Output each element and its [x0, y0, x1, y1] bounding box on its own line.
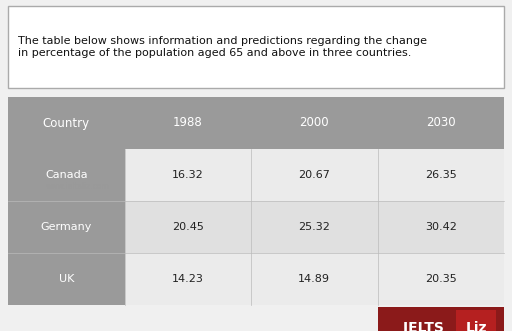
Text: www.ieltsliz.com: www.ieltsliz.com [46, 182, 110, 191]
Text: 2000: 2000 [300, 117, 329, 129]
Bar [251, 149, 377, 201]
Bar [377, 97, 504, 149]
Bar [124, 97, 251, 149]
Text: UK: UK [58, 274, 74, 284]
Bar [377, 149, 504, 201]
Text: Country: Country [42, 117, 90, 129]
Text: Germany: Germany [40, 222, 92, 232]
Text: IELTS: IELTS [403, 321, 449, 331]
Bar [251, 253, 377, 305]
Bar [377, 307, 504, 331]
Bar [124, 201, 251, 253]
Bar [377, 253, 504, 305]
Bar [251, 201, 377, 253]
Bar [8, 253, 124, 305]
Text: 20.67: 20.67 [298, 170, 330, 180]
Text: 26.35: 26.35 [425, 170, 457, 180]
Text: 20.35: 20.35 [425, 274, 457, 284]
Text: The table below shows information and predictions regarding the change
in percen: The table below shows information and pr… [18, 36, 427, 58]
Bar [8, 97, 124, 149]
Bar [124, 149, 251, 201]
Text: 1988: 1988 [173, 117, 203, 129]
Text: Canada: Canada [45, 170, 88, 180]
Text: 30.42: 30.42 [425, 222, 457, 232]
Text: 2030: 2030 [426, 117, 456, 129]
Bar [124, 253, 251, 305]
Bar [8, 149, 124, 201]
Text: 16.32: 16.32 [172, 170, 204, 180]
Text: 14.23: 14.23 [172, 274, 204, 284]
Text: 20.45: 20.45 [172, 222, 204, 232]
Bar [8, 6, 504, 88]
Text: 14.89: 14.89 [298, 274, 330, 284]
Bar [456, 310, 497, 331]
Bar [377, 201, 504, 253]
Text: 25.32: 25.32 [298, 222, 330, 232]
Bar [251, 97, 377, 149]
Text: Liz: Liz [465, 321, 487, 331]
Bar [8, 201, 124, 253]
